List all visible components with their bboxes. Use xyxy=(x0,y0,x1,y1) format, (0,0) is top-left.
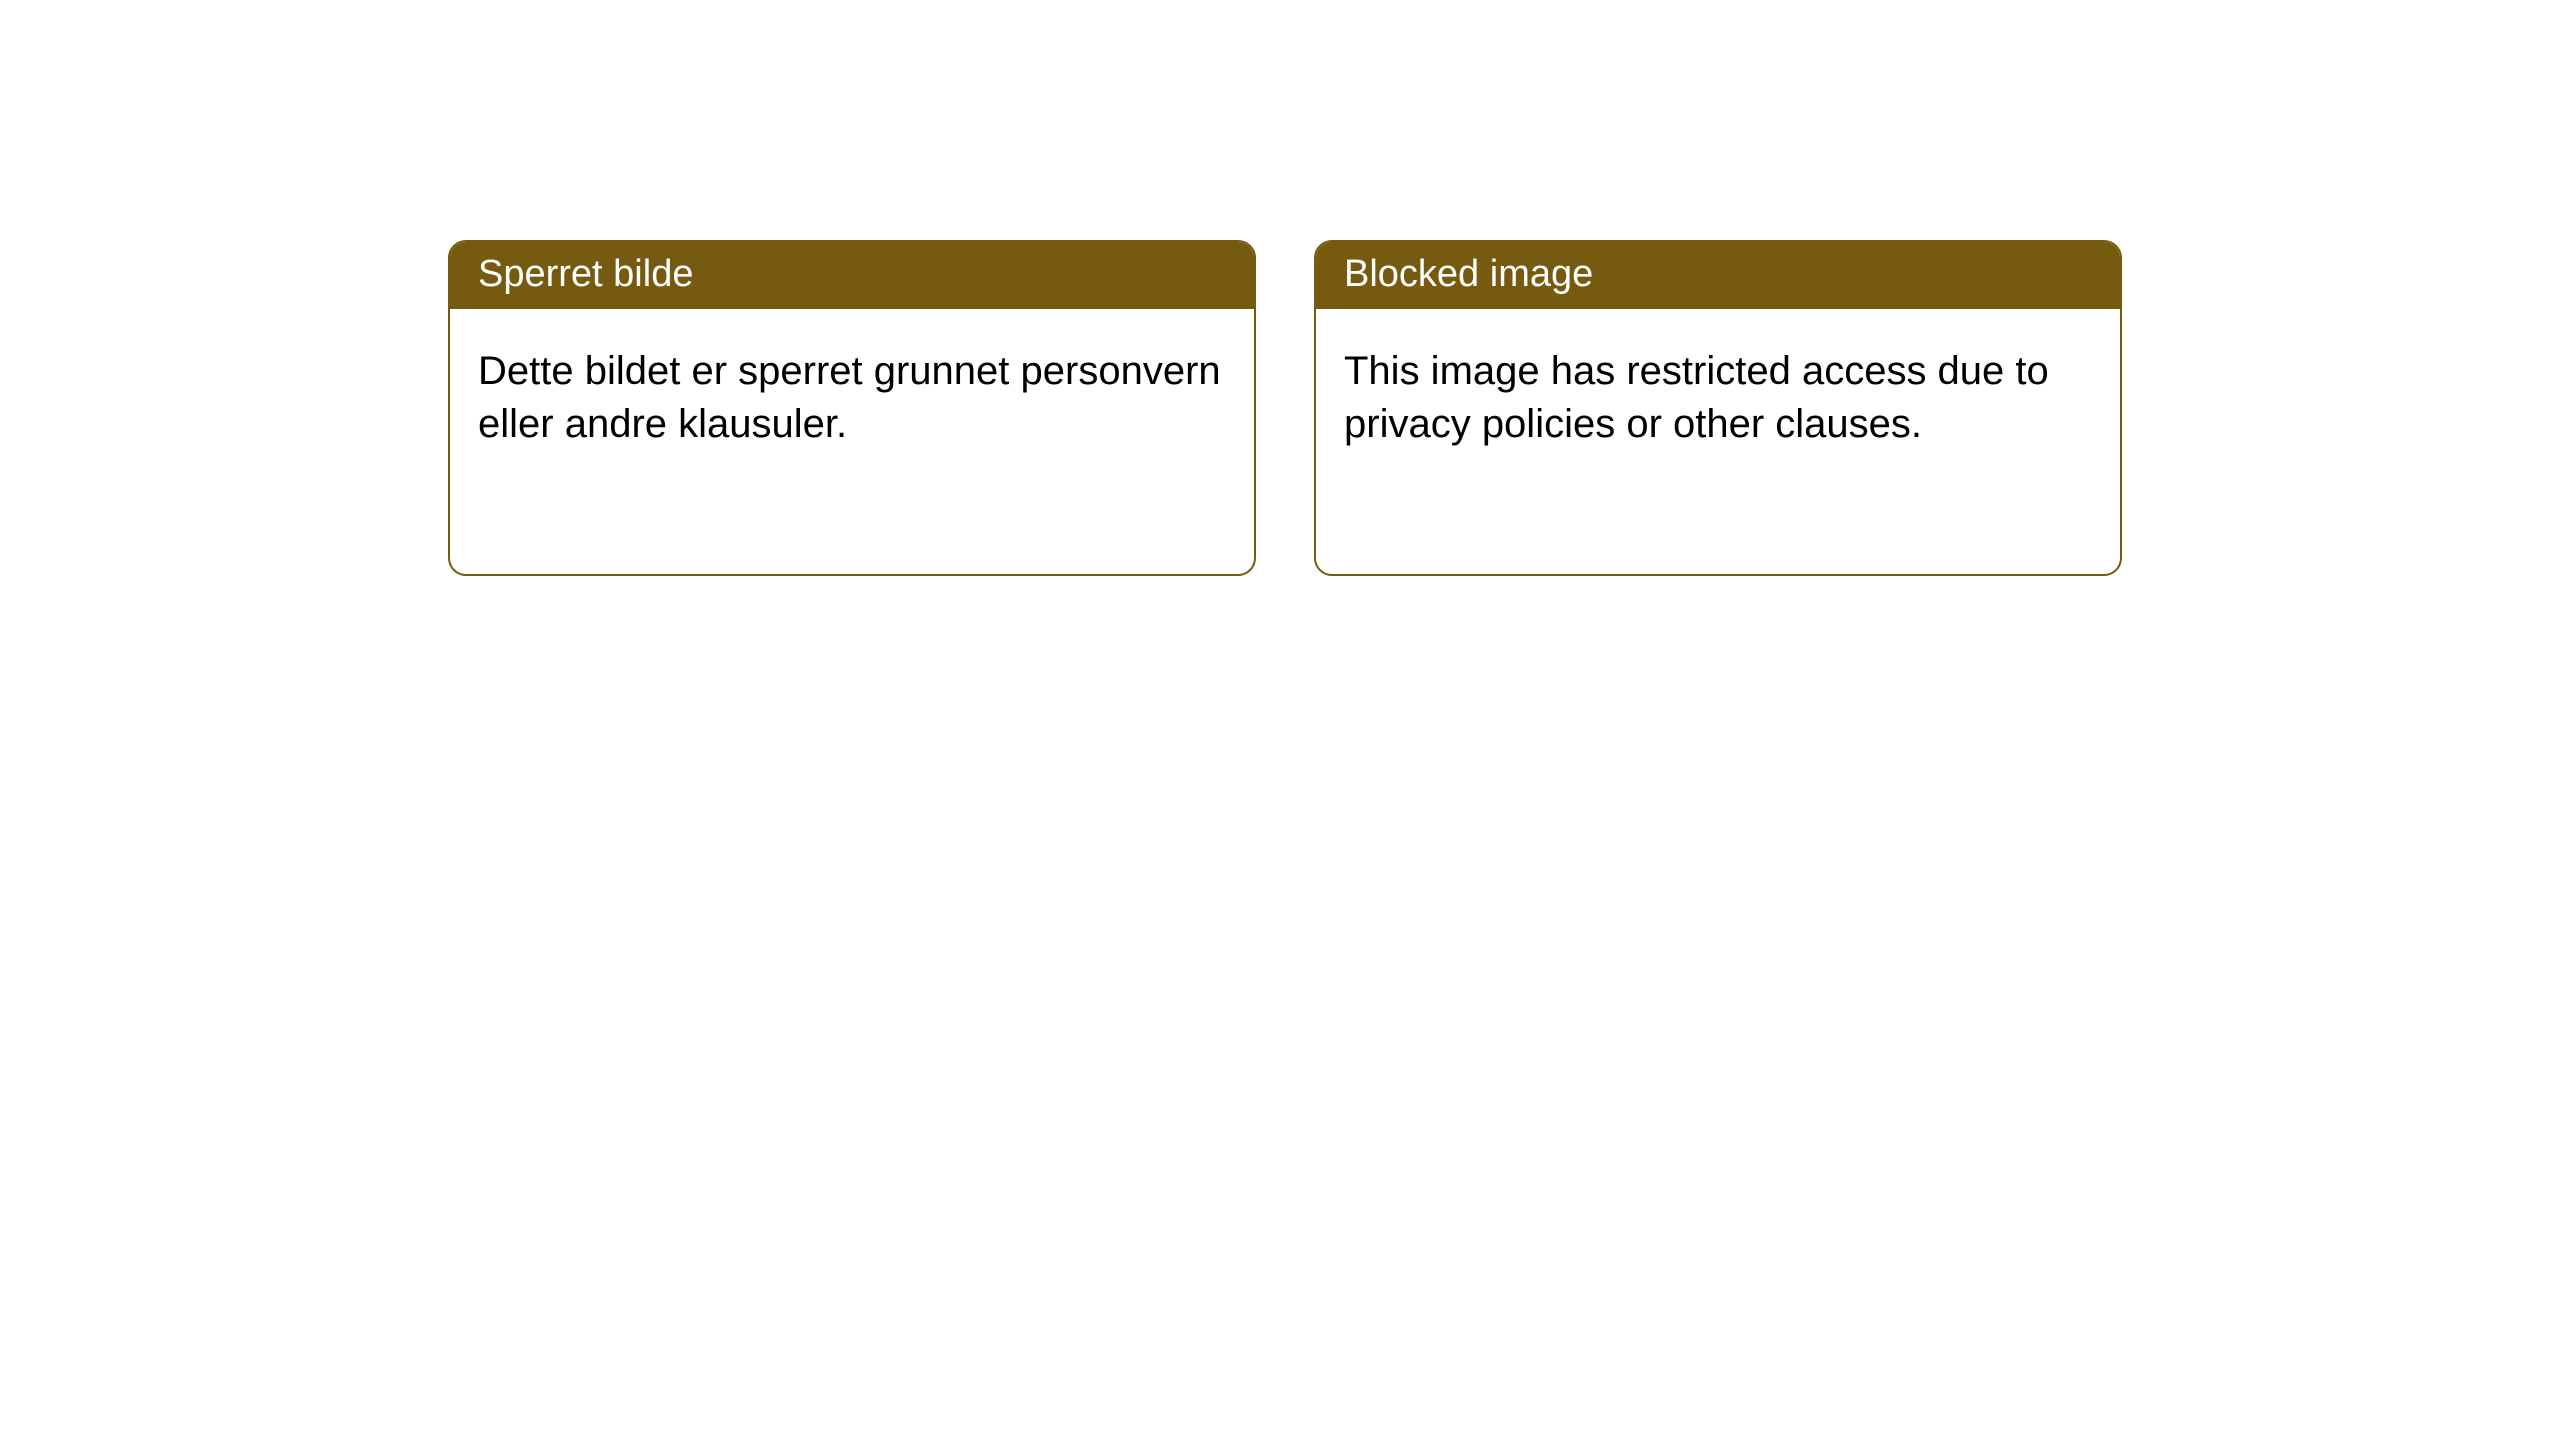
card-header-norwegian: Sperret bilde xyxy=(450,242,1254,309)
card-body-norwegian: Dette bildet er sperret grunnet personve… xyxy=(450,309,1254,487)
card-header-english: Blocked image xyxy=(1316,242,2120,309)
notice-card-english: Blocked image This image has restricted … xyxy=(1314,240,2122,576)
notice-container: Sperret bilde Dette bildet er sperret gr… xyxy=(0,0,2560,576)
notice-card-norwegian: Sperret bilde Dette bildet er sperret gr… xyxy=(448,240,1256,576)
card-body-english: This image has restricted access due to … xyxy=(1316,309,2120,487)
